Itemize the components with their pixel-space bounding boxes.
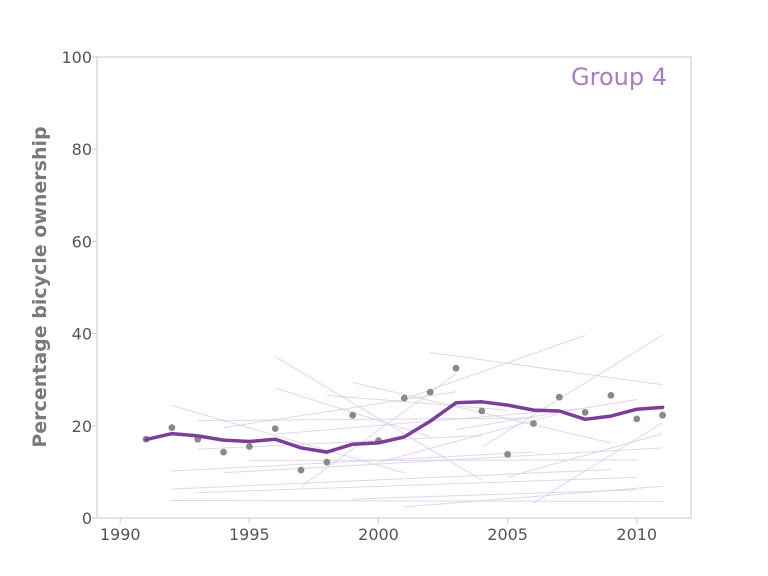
background-lines [171,334,663,508]
background-line [378,413,560,463]
data-point [633,415,641,423]
data-points [142,364,666,474]
group-label: Group 4 [571,63,667,91]
background-line [197,476,637,494]
data-point [323,458,331,466]
background-line [249,459,637,461]
y-tick-label: 100 [61,48,92,67]
background-line [404,485,663,508]
background-line [274,356,483,481]
background-line [197,435,482,450]
x-tick-label: 2000 [358,525,399,544]
background-line [171,500,663,502]
mean-line-group [144,400,665,454]
data-point [297,466,305,474]
data-point [168,424,176,431]
background-line [171,469,611,490]
background-line [171,451,534,472]
data-point [452,364,460,372]
y-axis: 0 20 40 60 80 100 [61,48,97,528]
mean-line [144,400,665,454]
background-line [481,334,663,448]
background-line [223,391,457,429]
background-line [507,433,663,478]
background-line [171,405,405,474]
background-line [533,422,663,504]
data-point [659,411,666,419]
data-point [478,407,486,415]
background-line [430,352,663,386]
data-point [530,420,537,427]
background-line [352,489,637,500]
data-point [581,409,589,416]
data-point [555,393,563,401]
data-point [400,394,408,402]
data-point [349,411,357,419]
plot-frame [96,56,692,519]
y-tick-label: 80 [72,140,92,159]
y-tick-label: 40 [72,325,92,344]
y-tick-label: 20 [72,417,92,436]
x-tick-label: 1995 [229,525,270,544]
data-point [246,443,253,450]
data-point [220,448,227,456]
y-tick-label: 60 [72,232,92,251]
x-tick-label: 2005 [487,525,528,544]
x-tick-label: 1990 [100,525,141,544]
background-line [326,394,508,411]
data-point [426,388,434,396]
y-axis-label: Percentage bicycle ownership [29,126,51,447]
data-point [504,451,511,458]
data-point [607,392,615,399]
y-tick-label: 0 [82,509,92,528]
background-line [455,399,637,430]
x-tick-label: 2010 [616,525,657,544]
background-line [404,334,586,400]
background-line [197,417,534,422]
data-point [271,425,279,432]
x-axis: 1990 1995 2000 2005 2010 [100,518,657,544]
